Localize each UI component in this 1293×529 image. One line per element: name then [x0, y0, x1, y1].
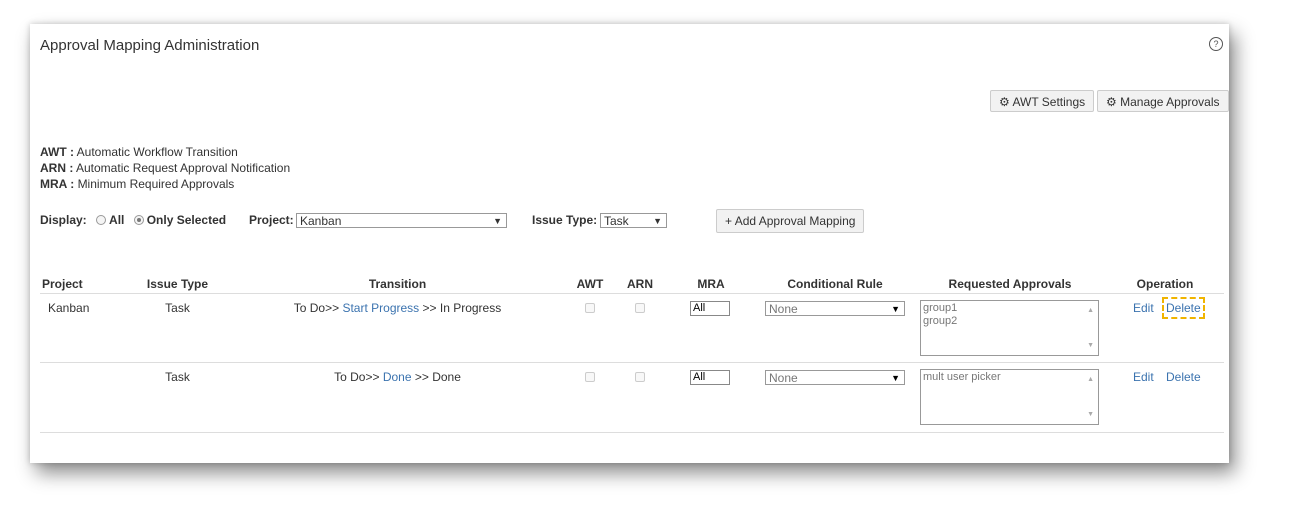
col-operation: Operation [1136, 277, 1194, 291]
delete-link[interactable]: Delete [1166, 370, 1201, 384]
legend-text: Automatic Request Approval Notification [76, 161, 291, 175]
row-divider [40, 432, 1224, 433]
header-divider [40, 293, 1224, 294]
issue-type-select[interactable]: Task ▼ [600, 213, 667, 228]
legend-abbr: AWT : [40, 145, 74, 159]
cell-transition: To Do>> Done >> Done [235, 370, 560, 384]
cell-project: Kanban [48, 301, 90, 315]
add-mapping-label: Add Approval Mapping [734, 214, 856, 228]
transition-link[interactable]: Done [382, 370, 412, 384]
requested-approvals-list[interactable]: group1 group2 ▲ ▼ [920, 300, 1099, 356]
manage-approvals-label: Manage Approvals [1120, 95, 1220, 109]
col-transition: Transition [368, 277, 427, 291]
rule-value: None [769, 371, 798, 385]
edit-link[interactable]: Edit [1133, 370, 1154, 384]
transition-to: >> Done [414, 370, 461, 384]
requested-approvals-list[interactable]: mult user picker ▲ ▼ [920, 369, 1099, 425]
legend-mra: MRA : Minimum Required Approvals [40, 176, 290, 192]
legend-text: Minimum Required Approvals [77, 177, 235, 191]
project-label: Project: [249, 213, 294, 227]
col-mra: MRA [697, 277, 725, 291]
col-issue-type: Issue Type [146, 277, 209, 291]
admin-panel: Approval Mapping Administration ? ⚙ AWT … [30, 24, 1229, 463]
transition-link[interactable]: Start Progress [342, 301, 420, 315]
legend-arn: ARN : Automatic Request Approval Notific… [40, 160, 290, 176]
gear-icon: ⚙ [999, 95, 1010, 109]
issue-type-value: Task [604, 214, 629, 228]
table-row: Task To Do>> Done >> Done All None ▼ mult… [30, 369, 1229, 432]
dropdown-arrow-icon: ▼ [891, 373, 900, 383]
dropdown-arrow-icon: ▼ [493, 216, 502, 226]
scroll-up-icon[interactable]: ▲ [1087, 307, 1094, 314]
project-value: Kanban [300, 214, 342, 228]
table-row: Kanban Task To Do>> Start Progress >> In… [30, 297, 1229, 363]
rule-value: None [769, 302, 798, 316]
approval-option[interactable]: group2 [923, 315, 958, 327]
dropdown-arrow-icon: ▼ [891, 304, 900, 314]
project-select[interactable]: Kanban ▼ [296, 213, 507, 228]
display-filter: Display: All Only Selected [40, 213, 226, 227]
abbreviation-legend: AWT : Automatic Workflow Transition ARN … [40, 144, 290, 192]
scroll-down-icon[interactable]: ▼ [1087, 342, 1094, 349]
col-project: Project [42, 277, 83, 291]
add-approval-mapping-button[interactable]: + Add Approval Mapping [716, 209, 865, 233]
dropdown-arrow-icon: ▼ [653, 216, 662, 226]
edit-link[interactable]: Edit [1133, 301, 1154, 315]
scroll-up-icon[interactable]: ▲ [1087, 376, 1094, 383]
display-label: Display: [40, 213, 87, 227]
cell-issue-type: Task [165, 301, 190, 315]
gear-icon: ⚙ [1106, 95, 1117, 109]
approval-option[interactable]: mult user picker [923, 371, 1001, 383]
col-arn: ARN [627, 277, 653, 291]
radio-only-selected[interactable] [133, 214, 144, 225]
col-requested-approvals: Requested Approvals [948, 277, 1072, 291]
awt-checkbox[interactable] [585, 372, 595, 382]
legend-awt: AWT : Automatic Workflow Transition [40, 144, 290, 160]
col-conditional-rule: Conditional Rule [787, 277, 883, 291]
transition-from: To Do>> [293, 301, 340, 315]
legend-text: Automatic Workflow Transition [76, 145, 238, 159]
manage-approvals-button[interactable]: ⚙ Manage Approvals [1097, 90, 1229, 112]
plus-icon: + [725, 214, 733, 228]
legend-abbr: ARN : [40, 161, 74, 175]
mra-input[interactable]: All [690, 301, 730, 316]
transition-from: To Do>> [334, 370, 380, 384]
mra-input[interactable]: All [690, 370, 730, 385]
arn-checkbox[interactable] [635, 372, 645, 382]
conditional-rule-select[interactable]: None ▼ [765, 301, 905, 316]
radio-all[interactable] [96, 214, 107, 225]
awt-checkbox[interactable] [585, 303, 595, 313]
conditional-rule-select[interactable]: None ▼ [765, 370, 905, 385]
awt-settings-button[interactable]: ⚙ AWT Settings [990, 90, 1095, 112]
page-title: Approval Mapping Administration [40, 37, 260, 54]
cell-issue-type: Task [165, 370, 190, 384]
approval-option[interactable]: group1 [923, 302, 958, 314]
transition-to: >> In Progress [422, 301, 502, 315]
scroll-down-icon[interactable]: ▼ [1087, 411, 1094, 418]
arn-checkbox[interactable] [635, 303, 645, 313]
legend-abbr: MRA : [40, 177, 75, 191]
row-divider [40, 362, 1224, 363]
radio-all-label: All [109, 213, 125, 227]
radio-only-selected-label: Only Selected [146, 213, 227, 227]
delete-link[interactable]: Delete [1162, 297, 1205, 319]
issue-type-label: Issue Type: [532, 213, 598, 227]
awt-settings-label: AWT Settings [1012, 95, 1086, 109]
help-icon[interactable]: ? [1209, 37, 1223, 51]
col-awt: AWT [576, 277, 604, 291]
cell-transition: To Do>> Start Progress >> In Progress [235, 301, 560, 315]
